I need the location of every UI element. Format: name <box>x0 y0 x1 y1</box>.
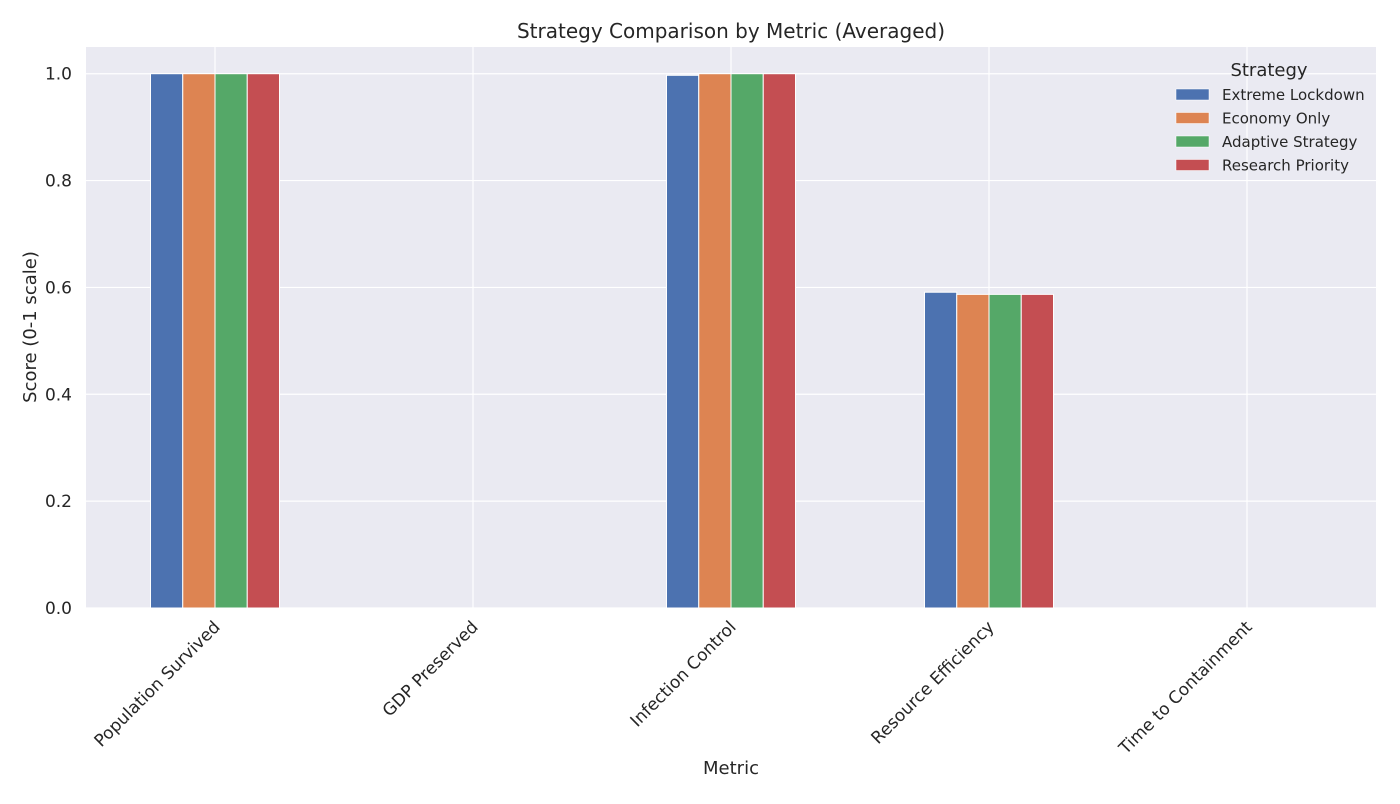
legend-swatch <box>1175 135 1210 148</box>
bar-adaptive-strategy-population-survived <box>214 73 248 609</box>
y-tick-label: 1.0 <box>45 65 72 85</box>
y-tick-label: 0.6 <box>45 278 72 298</box>
bar-research-priority-population-survived <box>246 73 280 609</box>
y-axis-label: Score (0-1 scale) <box>20 251 41 403</box>
legend-label: Adaptive Strategy <box>1222 133 1358 151</box>
bar-research-priority-infection-control <box>762 73 796 609</box>
bar-extreme-lockdown-resource-efficiency <box>924 291 958 609</box>
y-tick-label: 0.0 <box>45 599 72 619</box>
bars <box>150 73 1054 609</box>
legend-label: Economy Only <box>1222 110 1330 128</box>
legend-title: Strategy <box>1230 60 1307 81</box>
bar-extreme-lockdown-population-survived <box>150 73 184 609</box>
legend-swatch <box>1175 112 1210 124</box>
x-tick-label: Time to Containment <box>1115 617 1257 759</box>
legend-swatch <box>1175 88 1210 101</box>
y-axis-ticks: 0.0 0.2 0.4 0.6 0.8 1.0 <box>45 65 72 619</box>
x-axis-ticks: Population Survived GDP Preserved Infectio… <box>91 617 1257 759</box>
chart-title: Strategy Comparison by Metric (Averaged) <box>517 19 945 43</box>
legend-swatch <box>1175 159 1210 171</box>
bar-adaptive-strategy-resource-efficiency <box>988 293 1022 609</box>
bar-economy-only-infection-control <box>698 73 732 609</box>
x-axis-label: Metric <box>703 758 759 779</box>
legend-label: Research Priority <box>1222 157 1349 175</box>
bar-economy-only-population-survived <box>182 73 216 609</box>
legend: Strategy Extreme Lockdown Economy Only Ada… <box>1175 60 1365 175</box>
bar-adaptive-strategy-infection-control <box>730 73 764 609</box>
y-tick-label: 0.4 <box>45 385 72 405</box>
legend-label: Extreme Lockdown <box>1222 86 1365 104</box>
bar-economy-only-resource-efficiency <box>956 293 990 609</box>
y-tick-label: 0.2 <box>45 492 72 512</box>
bar-extreme-lockdown-infection-control <box>666 74 700 609</box>
x-tick-label: Population Survived <box>91 617 225 751</box>
bar-research-priority-resource-efficiency <box>1020 293 1054 609</box>
x-tick-label: Infection Control <box>627 617 741 731</box>
x-tick-label: Resource Efficiency <box>868 617 999 748</box>
y-tick-label: 0.8 <box>45 172 72 192</box>
x-tick-label: GDP Preserved <box>379 617 483 721</box>
